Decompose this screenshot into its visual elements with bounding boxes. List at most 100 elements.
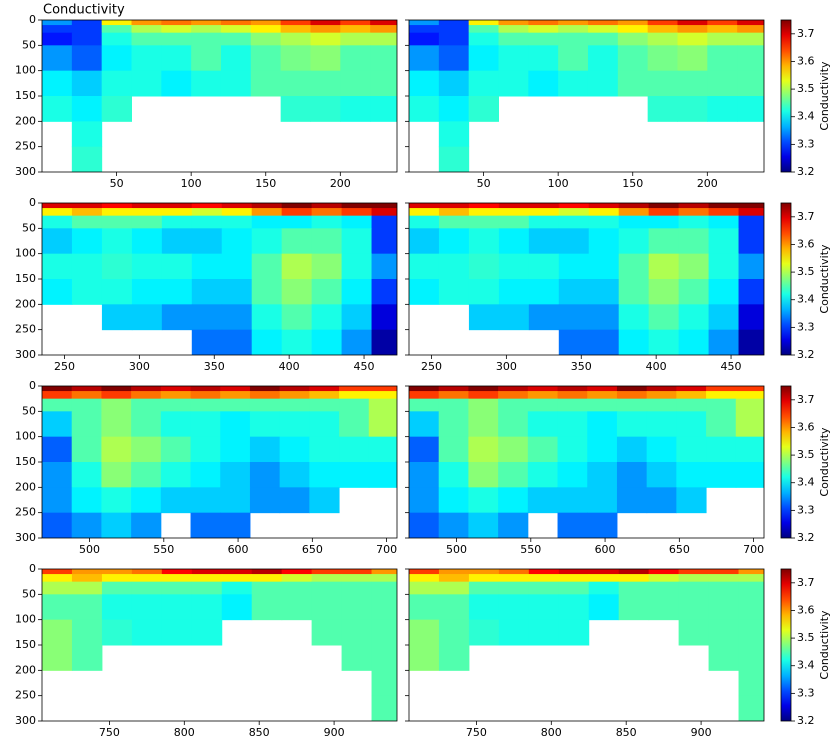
cell: [251, 228, 283, 255]
cell: [678, 215, 710, 229]
cell: [279, 391, 310, 400]
x-tick-label: 200: [697, 177, 718, 190]
cell: [738, 208, 764, 217]
cell: [251, 574, 283, 583]
cell: [42, 574, 73, 583]
cell: [409, 436, 440, 463]
cell: [71, 70, 103, 97]
cell: [101, 581, 133, 595]
cell: [309, 398, 340, 412]
cell: [191, 20, 222, 26]
heatmap: [42, 386, 397, 538]
cell: [528, 574, 560, 583]
cell: [340, 70, 371, 97]
cell: [131, 25, 162, 34]
cell: [281, 594, 313, 621]
cell: [220, 32, 252, 46]
cell: [409, 594, 440, 621]
cell: [101, 304, 133, 331]
cell: [676, 398, 707, 412]
cell: [735, 411, 764, 438]
cell: [617, 20, 649, 26]
cell: [310, 20, 341, 26]
y-tick-label: 100: [15, 247, 36, 260]
x-tick-label: 550: [153, 543, 174, 556]
cell: [311, 569, 343, 575]
cell: [468, 581, 500, 595]
cell: [71, 574, 103, 583]
cell: [587, 45, 619, 72]
cell: [409, 228, 440, 255]
cell: [648, 208, 680, 217]
cell: [370, 20, 397, 26]
cell: [161, 215, 193, 229]
cell: [309, 436, 340, 463]
cell: [498, 619, 530, 646]
x-tick-label: 850: [616, 726, 637, 739]
cell: [131, 279, 163, 305]
cell: [221, 203, 253, 209]
cell: [371, 329, 397, 355]
cell: [341, 619, 373, 646]
cell: [101, 391, 132, 400]
cell: [646, 386, 677, 392]
cell: [42, 45, 73, 72]
cell: [438, 146, 470, 172]
cell: [131, 228, 163, 255]
cell: [498, 279, 530, 305]
cell: [340, 25, 371, 34]
cell: [468, 386, 499, 392]
cell: [409, 70, 440, 97]
x-tick-label: 150: [255, 177, 276, 190]
cell: [738, 619, 764, 646]
cell: [409, 619, 440, 646]
cell: [616, 462, 648, 488]
cell: [220, 25, 252, 34]
cell: [409, 25, 440, 34]
y-tick-label: 0: [29, 562, 36, 575]
cell: [71, 462, 102, 488]
colorbar-tick-label: 3.3: [797, 137, 815, 150]
cell: [221, 279, 253, 305]
cell: [678, 279, 710, 305]
cell: [281, 253, 313, 280]
cell: [309, 411, 340, 438]
cell: [527, 462, 559, 488]
cell: [160, 398, 192, 412]
cell: [101, 253, 133, 280]
cell: [131, 398, 162, 412]
cell: [409, 279, 440, 305]
cell: [738, 581, 764, 595]
cell: [409, 386, 440, 392]
cell: [409, 203, 440, 209]
cell: [587, 411, 618, 438]
cell: [498, 386, 529, 392]
cell: [528, 32, 559, 46]
cell: [191, 215, 223, 229]
cell: [528, 208, 560, 217]
heatmap: [409, 20, 764, 172]
cell: [618, 208, 650, 217]
cell: [588, 329, 620, 355]
cell: [648, 253, 680, 280]
cell: [131, 436, 162, 463]
cell: [191, 32, 222, 46]
cell: [191, 70, 222, 97]
cell: [160, 411, 192, 438]
cell: [249, 386, 281, 392]
cell: [468, 228, 500, 255]
cell: [371, 253, 397, 280]
cell: [677, 32, 708, 46]
cell: [646, 436, 677, 463]
cell: [677, 70, 708, 97]
cell: [677, 96, 708, 122]
cell: [676, 462, 707, 488]
cell: [438, 487, 469, 514]
x-tick-label: 700: [376, 543, 397, 556]
cell: [71, 391, 102, 400]
cell: [648, 581, 680, 595]
y-tick-label: 50: [22, 221, 36, 234]
cell: [341, 594, 373, 621]
cell: [587, 462, 618, 488]
